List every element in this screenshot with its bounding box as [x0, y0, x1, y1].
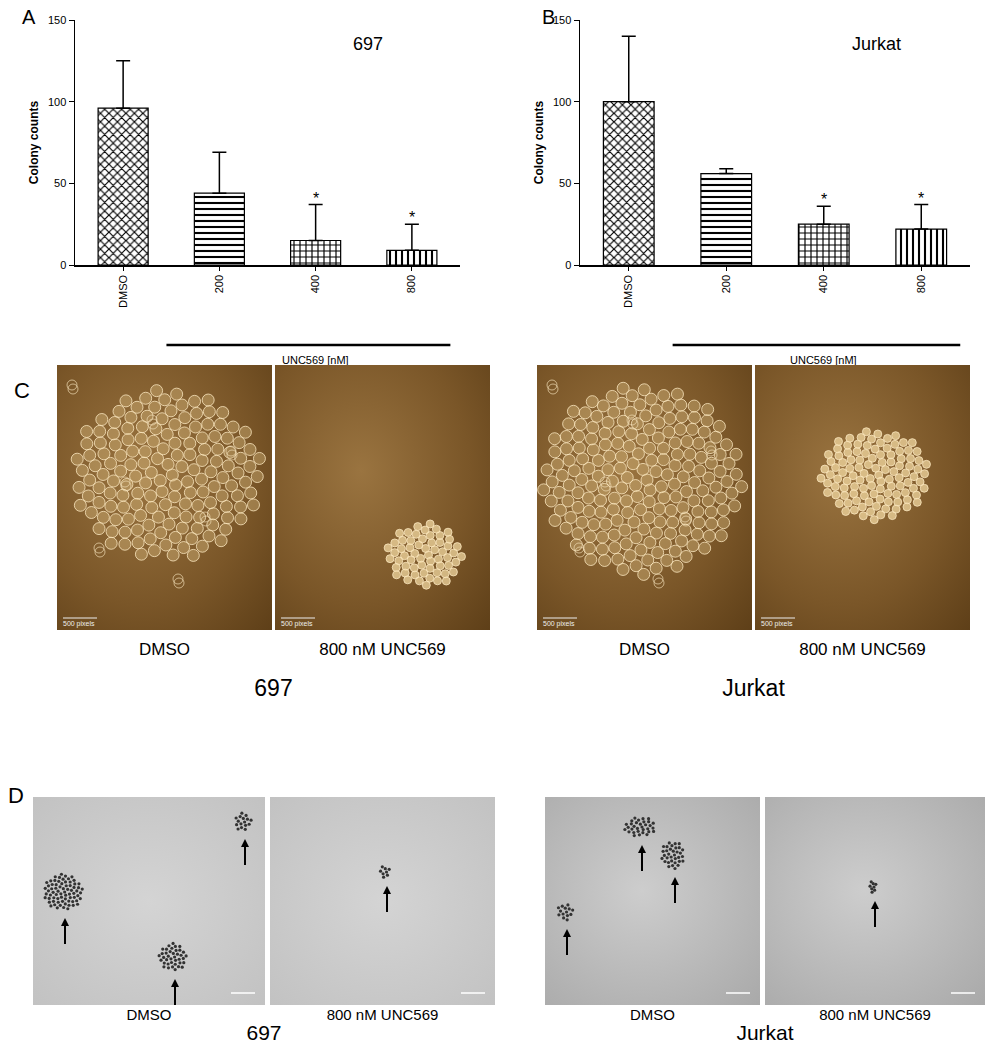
svg-text:0: 0 [60, 259, 66, 271]
html-text:DMSO: DMSO [126, 1006, 172, 1023]
html-text:697: 697 [254, 675, 293, 701]
svg-text:100: 100 [553, 96, 571, 108]
svg-text:Jurkat: Jurkat [852, 34, 901, 54]
html-text:Jurkat: Jurkat [722, 675, 785, 701]
svg-text:UNC569 [nM]: UNC569 [nM] [282, 354, 349, 366]
svg-text:400: 400 [817, 275, 829, 293]
html-text:697: 697 [246, 1021, 282, 1044]
html-text:500 pixels: 500 pixels [281, 620, 313, 627]
html-text:500 pixels: 500 pixels [543, 620, 575, 627]
html-text:DMSO: DMSO [619, 640, 670, 659]
svg-text:100: 100 [48, 96, 66, 108]
svg-text:150: 150 [553, 14, 571, 26]
html-text:500 pixels: 500 pixels [63, 620, 95, 627]
svg-text:UNC569 [nM]: UNC569 [nM] [790, 354, 857, 366]
svg-text:*: * [821, 191, 827, 208]
svg-text:200: 200 [720, 275, 732, 293]
svg-text:DMSO: DMSO [117, 274, 129, 307]
svg-text:50: 50 [54, 177, 66, 189]
html-text:DMSO: DMSO [630, 1006, 675, 1023]
html-text:800 nM UNC569: 800 nM UNC569 [326, 1006, 439, 1023]
html-text:500 pixels: 500 pixels [761, 620, 793, 627]
html-text:D: D [8, 783, 24, 808]
svg-text:0: 0 [565, 259, 571, 271]
svg-text:B: B [542, 6, 555, 28]
html-text:C: C [14, 378, 30, 403]
svg-text:200: 200 [213, 275, 225, 293]
svg-text:150: 150 [48, 14, 66, 26]
svg-text:*: * [918, 190, 924, 207]
svg-text:800: 800 [915, 275, 927, 293]
svg-text:*: * [409, 209, 415, 226]
svg-text:*: * [313, 190, 319, 207]
svg-text:800: 800 [405, 275, 417, 293]
html-text:DMSO: DMSO [139, 640, 190, 659]
html-text:800 nM UNC569: 800 nM UNC569 [799, 640, 926, 659]
svg-text:DMSO: DMSO [622, 274, 634, 307]
html-text:800 nM UNC569: 800 nM UNC569 [319, 640, 446, 659]
html-text:800 nM UNC569: 800 nM UNC569 [819, 1006, 931, 1023]
svg-text:697: 697 [353, 34, 383, 54]
html-text:Jurkat: Jurkat [736, 1021, 794, 1044]
svg-text:400: 400 [309, 275, 321, 293]
svg-text:50: 50 [559, 177, 571, 189]
svg-text:A: A [22, 6, 36, 28]
svg-text:Colony counts: Colony counts [532, 101, 546, 185]
svg-text:Colony counts: Colony counts [27, 101, 41, 185]
